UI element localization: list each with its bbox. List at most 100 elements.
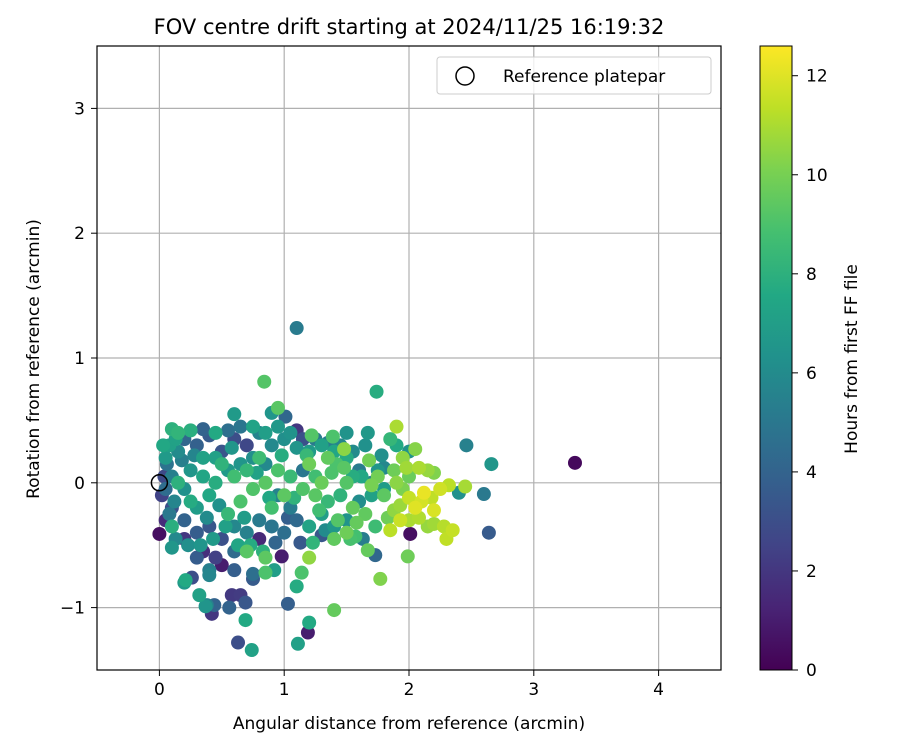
data-point [239,438,254,453]
data-point [408,442,423,457]
colorbar-gradient [759,45,793,671]
data-point [339,525,354,540]
data-point [238,613,253,628]
legend-marker-icon [455,66,475,86]
data-points [152,321,582,658]
data-point [320,450,335,465]
data-point [206,531,221,546]
x-tick-label: 4 [653,680,664,700]
data-point [196,450,211,465]
data-point [374,448,389,463]
data-point [377,488,392,503]
data-point [484,457,499,472]
data-point [193,538,208,553]
data-point [237,510,252,525]
data-point [202,568,217,583]
data-point [345,500,360,515]
colorbar: 0 2 4 6 8 10 12 Hours from first FF file [759,45,862,681]
data-point [337,442,352,457]
data-point [199,510,214,525]
data-point [389,419,404,434]
data-point [283,425,298,440]
data-point [239,544,254,559]
data-point [202,488,217,503]
colorbar-tick-label: 4 [806,463,817,483]
data-point [312,503,327,518]
data-point [389,475,404,490]
data-point [208,475,223,490]
data-point [358,438,373,453]
data-point [403,526,418,541]
data-point [400,549,415,564]
data-point [181,538,196,553]
data-point [189,525,204,540]
data-point [320,494,335,509]
data-point [221,507,236,521]
data-point [411,460,426,475]
data-point [198,599,213,614]
data-point [183,423,198,438]
data-point [289,579,304,594]
data-point [327,531,342,546]
data-point [227,407,242,422]
data-point [290,636,305,651]
data-point [314,475,329,490]
data-point [227,469,242,484]
y-axis-label: Rotation from reference (arcmin) [24,219,44,499]
data-point [238,595,253,610]
data-point [164,519,179,534]
x-tick-label: 3 [528,680,539,700]
colorbar-tick-label: 10 [806,166,828,186]
data-point [305,535,320,550]
data-point [433,482,448,497]
data-point [302,615,317,630]
data-point [274,448,289,463]
data-point [364,488,379,503]
data-point [426,503,441,518]
data-point [244,643,259,658]
data-point [196,469,211,484]
data-point [383,523,398,538]
y-tick-label: 0 [74,474,85,494]
data-point [339,475,354,490]
data-point [393,513,408,528]
data-point [183,463,198,478]
data-point [387,463,402,478]
colorbar-tick-label: 8 [806,265,817,285]
data-point [233,419,248,434]
data-point [164,540,179,555]
data-point [239,463,254,478]
data-point [268,535,283,550]
data-point [481,525,496,540]
data-point [162,507,177,521]
y-tick-label: −1 [60,599,85,619]
data-point [289,513,304,528]
data-point [399,460,414,475]
data-point [302,457,317,472]
data-point [324,465,339,480]
data-point [294,565,309,580]
data-point [289,321,304,336]
data-point [178,573,193,588]
data-point [183,494,198,509]
chart-title: FOV centre drift starting at 2024/11/25 … [154,15,665,39]
data-point [239,525,254,540]
data-point [280,596,295,611]
data-point [302,519,317,534]
data-point [258,550,273,565]
data-point [196,422,211,437]
data-point [567,455,582,470]
data-point [362,453,377,468]
data-point [270,463,285,478]
data-point [369,384,384,399]
x-tick-label: 2 [404,680,415,700]
data-point [246,566,260,581]
data-point [257,374,272,389]
data-point [152,526,167,541]
data-point [221,423,236,438]
colorbar-ticks: 0 2 4 6 8 10 12 [792,67,828,681]
y-tick-label: 3 [74,99,85,119]
y-tick-label: 2 [74,224,85,244]
data-point [270,419,285,434]
data-point [283,469,298,484]
